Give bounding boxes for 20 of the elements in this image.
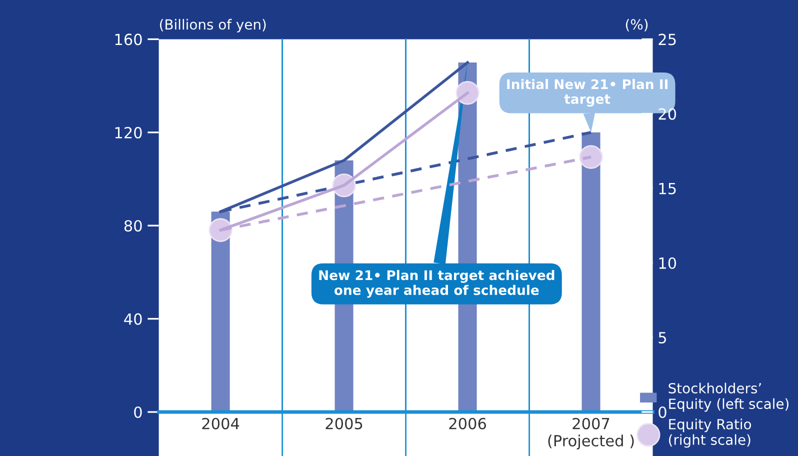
y2-tick-label: 15 [659, 182, 676, 194]
x-tick-label: 2005 [326, 418, 362, 430]
legend-label: Stockholders’ Equity (left scale) [668, 382, 788, 412]
y-tick-label: 120 [115, 126, 142, 138]
y2-tick-label: 25 [658, 34, 676, 46]
x-tick-label: 2006 [449, 418, 486, 430]
y-tick-label: 0 [134, 406, 142, 418]
y2-tick-label: 0 [658, 406, 666, 418]
x-tick-label: 2007 (Projected ) [548, 418, 634, 450]
y-axis-title: (Billions of yen) [160, 18, 266, 32]
y-tick-label: 160 [115, 34, 142, 46]
annotation: Initial New 21• Plan II target [507, 78, 668, 107]
y2-tick-label: 10 [659, 257, 676, 269]
y-tick-label: 40 [124, 313, 142, 325]
y2-axis-title: (%) [626, 18, 648, 32]
legend-label: Equity Ratio (right scale) [668, 418, 752, 448]
y2-tick-label: 5 [658, 332, 666, 344]
y-tick-label: 80 [124, 220, 142, 232]
x-tick-label: 2004 [202, 418, 240, 430]
annotation: New 21• Plan II target achieved one year ahead of schedule [319, 270, 554, 298]
